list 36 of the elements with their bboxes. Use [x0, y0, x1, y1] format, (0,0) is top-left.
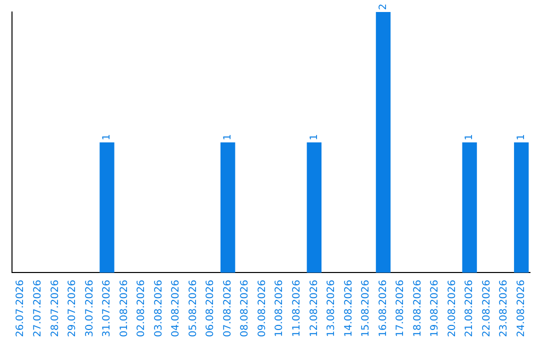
x-tick-label: 12.08.2026: [308, 280, 320, 338]
x-tick-label: 11.08.2026: [291, 280, 302, 338]
x-tick-label: 10.08.2026: [274, 280, 286, 338]
x-tick-label: 19.08.2026: [430, 280, 441, 338]
x-tick-label: 29.07.2026: [67, 280, 78, 338]
x-tick-label: 09.08.2026: [256, 280, 268, 338]
data-label: 2: [378, 4, 389, 10]
data-label: 1: [308, 134, 320, 140]
x-tick-label: 31.07.2026: [102, 280, 113, 338]
x-tick-label: 08.08.2026: [240, 280, 251, 338]
x-tick-label: 18.08.2026: [412, 280, 424, 338]
x-tick-label: 05.08.2026: [188, 280, 199, 338]
x-tick-label: 02.08.2026: [136, 280, 148, 338]
x-tick-label: 01.08.2026: [118, 280, 130, 338]
x-tick-label: 07.08.2026: [222, 280, 234, 338]
x-tick-label: 26.07.2026: [15, 280, 26, 338]
x-tick-label: 03.08.2026: [153, 280, 164, 338]
x-tick-label: 20.08.2026: [446, 280, 458, 338]
x-tick-label: 28.07.2026: [50, 280, 61, 338]
x-tick-label: 16.08.2026: [378, 280, 389, 338]
x-tick-label: 22.08.2026: [481, 280, 492, 338]
data-label: 1: [516, 134, 527, 140]
data-label: 1: [464, 134, 476, 140]
x-tick-label: 17.08.2026: [395, 280, 406, 338]
x-tick-label: 13.08.2026: [326, 280, 338, 338]
x-tick-label: 21.08.2026: [464, 280, 476, 338]
x-tick-label: 24.08.2026: [516, 280, 527, 338]
x-tick-label: 14.08.2026: [343, 280, 354, 338]
x-tick-label: 04.08.2026: [170, 280, 182, 338]
x-tick-label: 27.07.2026: [32, 280, 44, 338]
x-tick-label: 06.08.2026: [205, 280, 216, 338]
x-tick-label: 23.08.2026: [498, 280, 510, 338]
x-tick-label: 15.08.2026: [360, 280, 372, 338]
data-label: 1: [102, 134, 113, 140]
x-tick-label: 30.07.2026: [84, 280, 96, 338]
data-label: 1: [222, 134, 234, 140]
